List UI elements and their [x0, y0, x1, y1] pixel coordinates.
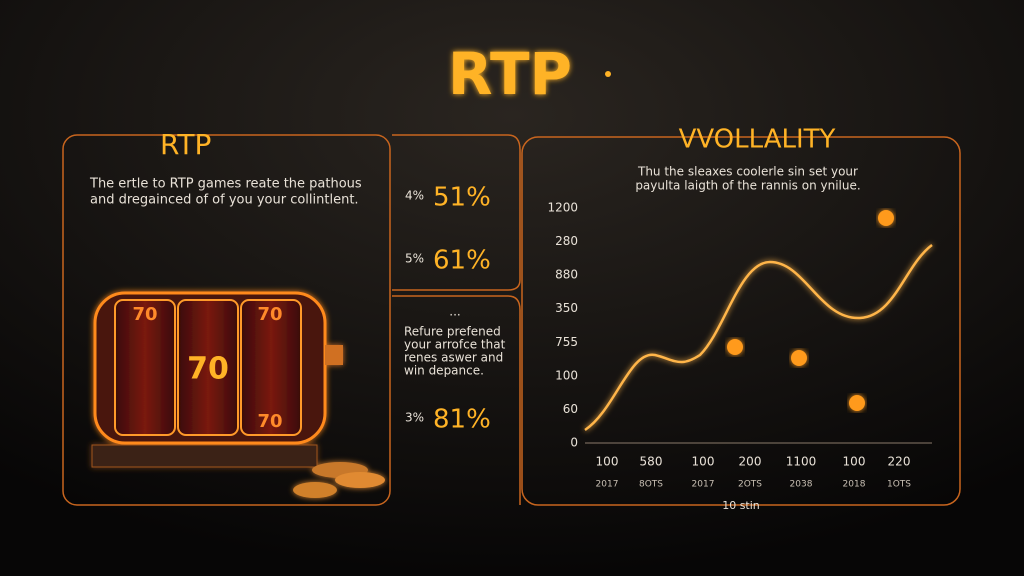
x-sublabel: 2017 [596, 480, 619, 490]
x-label: 200 [739, 455, 762, 469]
y-label: 0 [570, 436, 578, 450]
chart [584, 210, 933, 444]
panel-text: The ertle to RTP games reate the pathous [89, 177, 362, 192]
note-dots: ... [449, 305, 460, 319]
x-sublabel: 2038 [790, 480, 813, 490]
note-text: win depance. [404, 364, 484, 378]
dot [849, 395, 865, 411]
note-text: Refure prefened [404, 325, 501, 339]
panel-text: Thu the sleaxes coolerle sin set your [637, 165, 858, 179]
dot [727, 339, 743, 355]
x-label: 580 [640, 455, 663, 469]
stats-box [392, 295, 521, 505]
dot [791, 350, 807, 366]
stat-big: 81% [433, 405, 491, 435]
x-label: 100 [843, 455, 866, 469]
panel-title: VVOLLALITY [679, 125, 836, 155]
note-text: renes aswer and [404, 351, 503, 365]
svg-text:70: 70 [132, 304, 157, 325]
y-label: 880 [555, 268, 578, 282]
note-text: your arrofce that [404, 338, 506, 352]
curve [584, 243, 933, 432]
panel-text: payulta laigth of the rannis on ynilue. [635, 179, 860, 193]
x-label: 100 [596, 455, 619, 469]
stat-big: 61% [433, 246, 491, 276]
y-label: 350 [555, 301, 578, 315]
x-sublabel: 2OTS [738, 480, 762, 490]
dot [878, 210, 894, 226]
stat-small: 4% [405, 189, 424, 203]
y-label: 1200 [547, 201, 578, 215]
y-label: 280 [555, 234, 578, 248]
x-label: 100 [692, 455, 715, 469]
stat-small: 5% [405, 252, 424, 266]
panel-title: RTP [160, 128, 211, 161]
svg-text:70: 70 [257, 304, 282, 325]
x-sublabel: 8OTS [639, 480, 663, 490]
stat-big: 51% [433, 183, 491, 213]
x-sublabel: 2017 [692, 480, 715, 490]
stat-small: 3% [405, 411, 424, 425]
panel-text: and dregainced of of you your collintlen… [90, 193, 359, 208]
y-label: 755 [555, 335, 578, 349]
svg-text:70: 70 [257, 411, 282, 432]
y-label: 100 [555, 368, 578, 382]
stats-box [392, 134, 521, 291]
slot-machine: 70 70 70 70 [91, 291, 385, 498]
volatility-panel [521, 136, 961, 506]
x-sublabel: 2018 [843, 480, 866, 490]
svg-text:70: 70 [187, 352, 229, 387]
y-label: 60 [563, 402, 578, 416]
x-title: 10 stin [722, 499, 760, 512]
x-label: 1100 [786, 455, 817, 469]
dot [605, 71, 611, 77]
main-title: RTP [448, 40, 572, 108]
rtp-panel [62, 134, 391, 506]
x-label: 220 [888, 455, 911, 469]
x-sublabel: 1OTS [887, 480, 911, 490]
